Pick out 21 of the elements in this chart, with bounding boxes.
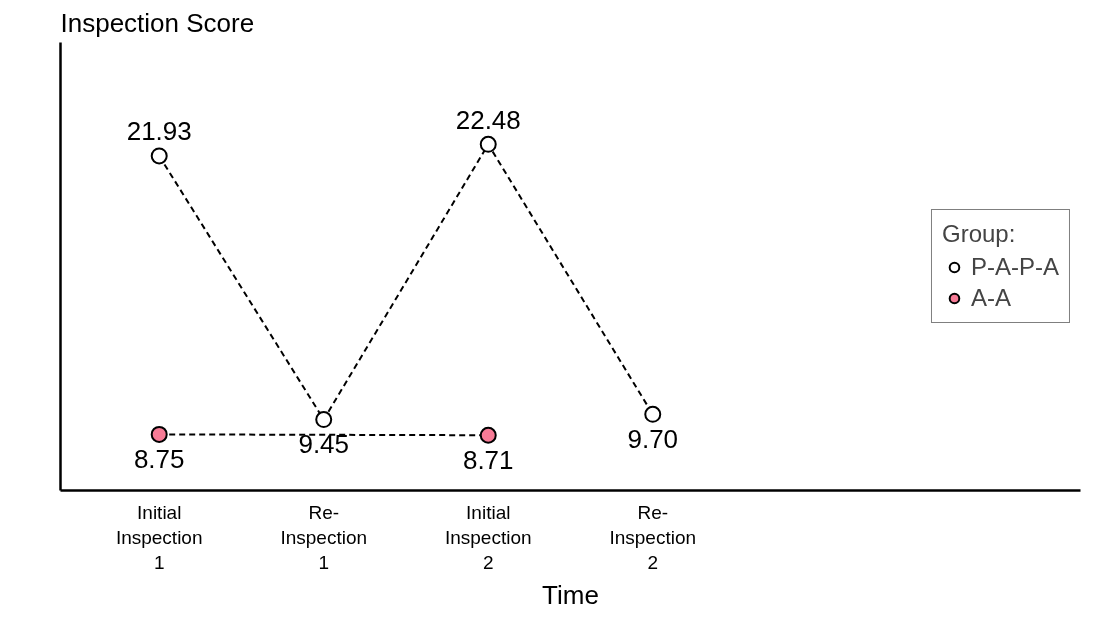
- data-label: 8.75: [133, 444, 185, 475]
- legend-label: P-A-P-A: [970, 253, 1059, 281]
- data-label: 21.93: [126, 116, 192, 147]
- point: [150, 147, 168, 165]
- data-label: 8.71: [462, 444, 514, 475]
- legend-label: A-A: [970, 284, 1011, 312]
- x-tick-label: Initial Inspection 1: [115, 501, 203, 573]
- y-axis-title: Inspection Score: [60, 7, 255, 38]
- point: [479, 135, 497, 153]
- point: [644, 405, 662, 423]
- point: [150, 425, 168, 443]
- data-label: 9.70: [627, 423, 679, 454]
- point: [315, 411, 333, 429]
- x-tick-label: Re- Inspection 1: [280, 501, 368, 573]
- x-axis-title: Time: [542, 579, 599, 610]
- data-label: 22.48: [455, 104, 521, 135]
- x-tick-label: Initial Inspection 2: [444, 501, 532, 573]
- x-tick-label: Re- Inspection 2: [609, 501, 697, 573]
- legend-title: Group:: [941, 220, 1017, 248]
- point: [479, 426, 497, 444]
- data-label: 9.45: [298, 429, 350, 460]
